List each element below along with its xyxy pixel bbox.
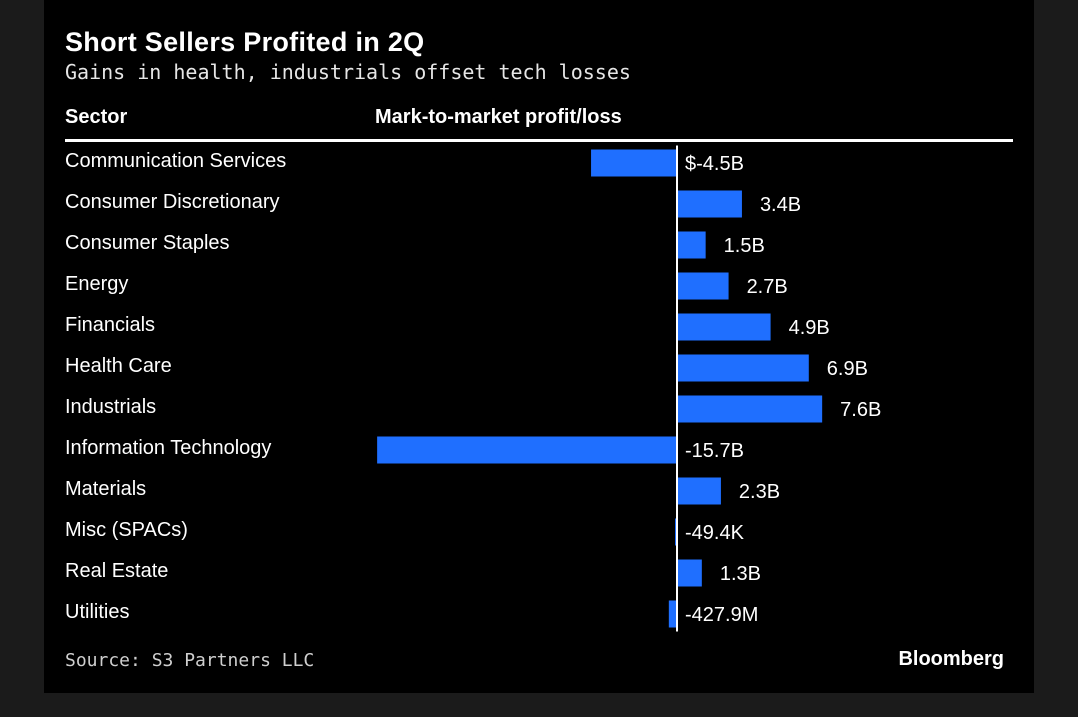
chart-subtitle: Gains in health, industrials offset tech… (65, 60, 631, 84)
column-header-sector: Sector (65, 106, 128, 128)
bar-communication-services (591, 149, 677, 177)
category-label-consumer-staples: Consumer Staples (65, 232, 230, 254)
category-label-energy: Energy (65, 273, 129, 295)
data-label-energy: 2.7B (747, 276, 788, 298)
chart-title: Short Sellers Profited in 2Q (65, 27, 425, 57)
category-label-real-estate: Real Estate (65, 560, 169, 582)
source-note: Source: S3 Partners LLC (65, 650, 315, 671)
data-label-materials: 2.3B (739, 481, 780, 503)
data-label-health-care: 6.9B (827, 358, 868, 380)
bar-chart: $-4.5B 3.4B 1.5B 2.7B4.9B 6.9B 7.6B -15.7B 2.3B… (377, 145, 881, 632)
data-label-consumer-staples: 1.5B (724, 235, 765, 257)
category-label-consumer-discretionary: Consumer Discretionary (65, 191, 280, 213)
column-header-value: Mark-to-market profit/loss (375, 106, 622, 128)
chart-card: Short Sellers Profited in 2Q Gains in he… (44, 0, 1034, 693)
category-label-financials: Financials (65, 314, 156, 336)
data-label-financials: 4.9B (789, 317, 830, 339)
bar-real-estate (677, 559, 702, 587)
category-label-communication-services: Communication Services (65, 150, 287, 172)
bar-health-care (677, 354, 809, 382)
data-label-information-technology: -15.7B (685, 440, 744, 462)
category-label-health-care: Health Care (65, 355, 172, 377)
category-label-misc-spacs: Misc (SPACs) (65, 519, 188, 541)
bar-utilities (668, 600, 677, 628)
data-label-industrials: 7.6B (840, 399, 881, 421)
category-label-industrials: Industrials (65, 396, 157, 418)
bar-information-technology (377, 436, 677, 464)
header-rule (65, 139, 1013, 142)
bloomberg-logo: Bloomberg (898, 648, 1004, 670)
category-label-materials: Materials (65, 478, 147, 500)
bar-financials (677, 313, 771, 341)
bar-consumer-staples (677, 231, 706, 259)
bar-materials (677, 477, 721, 505)
data-label-real-estate: 1.3B (720, 563, 761, 585)
data-label-communication-services: $-4.5B (685, 153, 744, 175)
bar-energy (677, 272, 729, 300)
data-label-misc-spacs: -49.4K (685, 522, 745, 544)
data-label-consumer-discretionary: 3.4B (760, 194, 801, 216)
category-label-information-technology: Information Technology (65, 437, 272, 459)
bar-industrials (677, 395, 823, 423)
bar-consumer-discretionary (677, 190, 742, 218)
category-label-utilities: Utilities (65, 601, 130, 623)
data-label-utilities: -427.9M (685, 604, 758, 626)
